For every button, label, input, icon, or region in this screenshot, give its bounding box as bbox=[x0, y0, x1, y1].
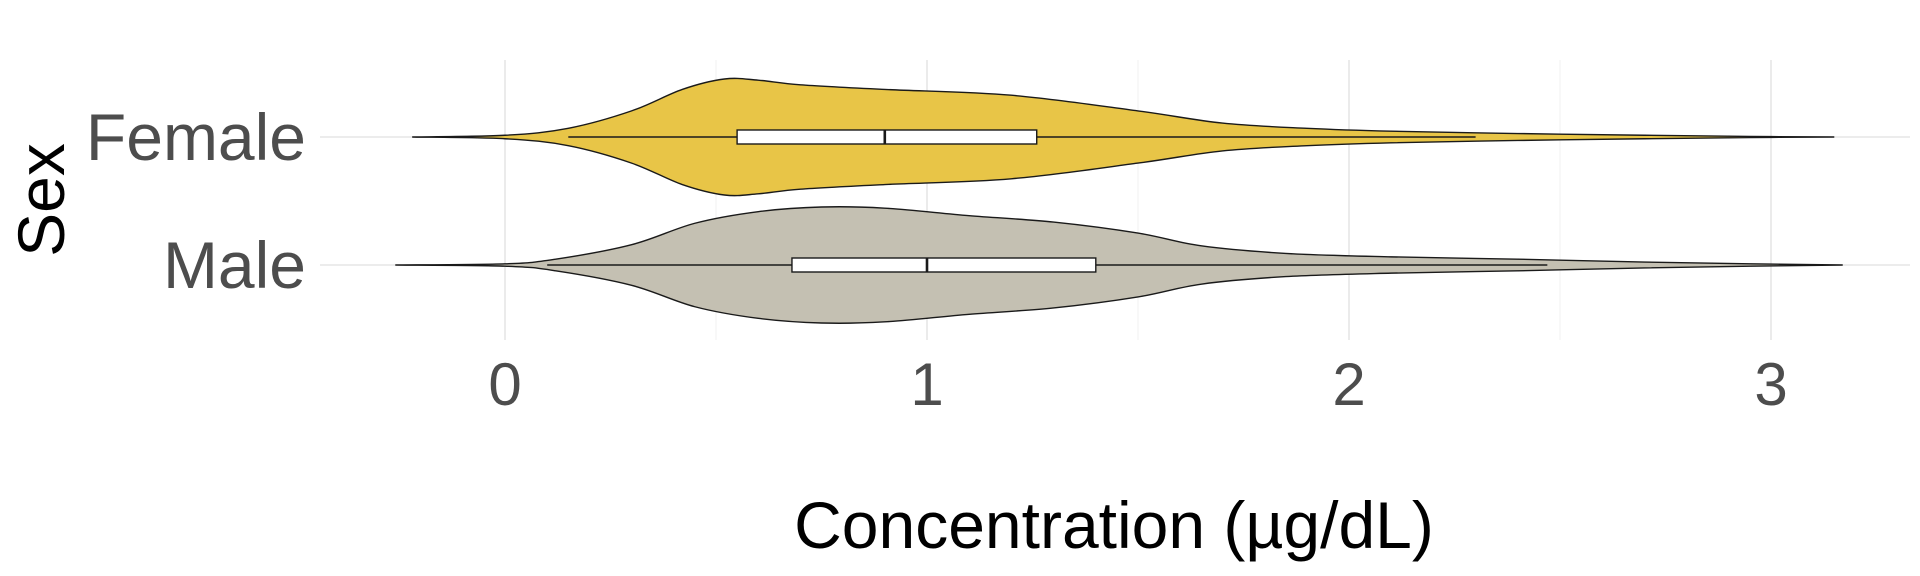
y-category-labels: Female Male bbox=[86, 100, 306, 302]
box-female bbox=[736, 129, 1038, 145]
y-tick-label-male: Male bbox=[163, 228, 306, 302]
boxplots bbox=[547, 129, 1548, 273]
x-tick-labels: 0 1 2 3 bbox=[488, 351, 1787, 418]
x-tick-label: 3 bbox=[1754, 351, 1787, 418]
x-axis-title: Concentration (µg/dL) bbox=[794, 488, 1434, 562]
y-tick-label-female: Female bbox=[86, 100, 306, 174]
x-tick-label: 0 bbox=[488, 351, 521, 418]
x-tick-label: 2 bbox=[1332, 351, 1365, 418]
box-male bbox=[791, 257, 1097, 273]
y-axis-title: Sex bbox=[4, 143, 78, 257]
violins bbox=[395, 77, 1843, 324]
x-tick-label: 1 bbox=[910, 351, 943, 418]
